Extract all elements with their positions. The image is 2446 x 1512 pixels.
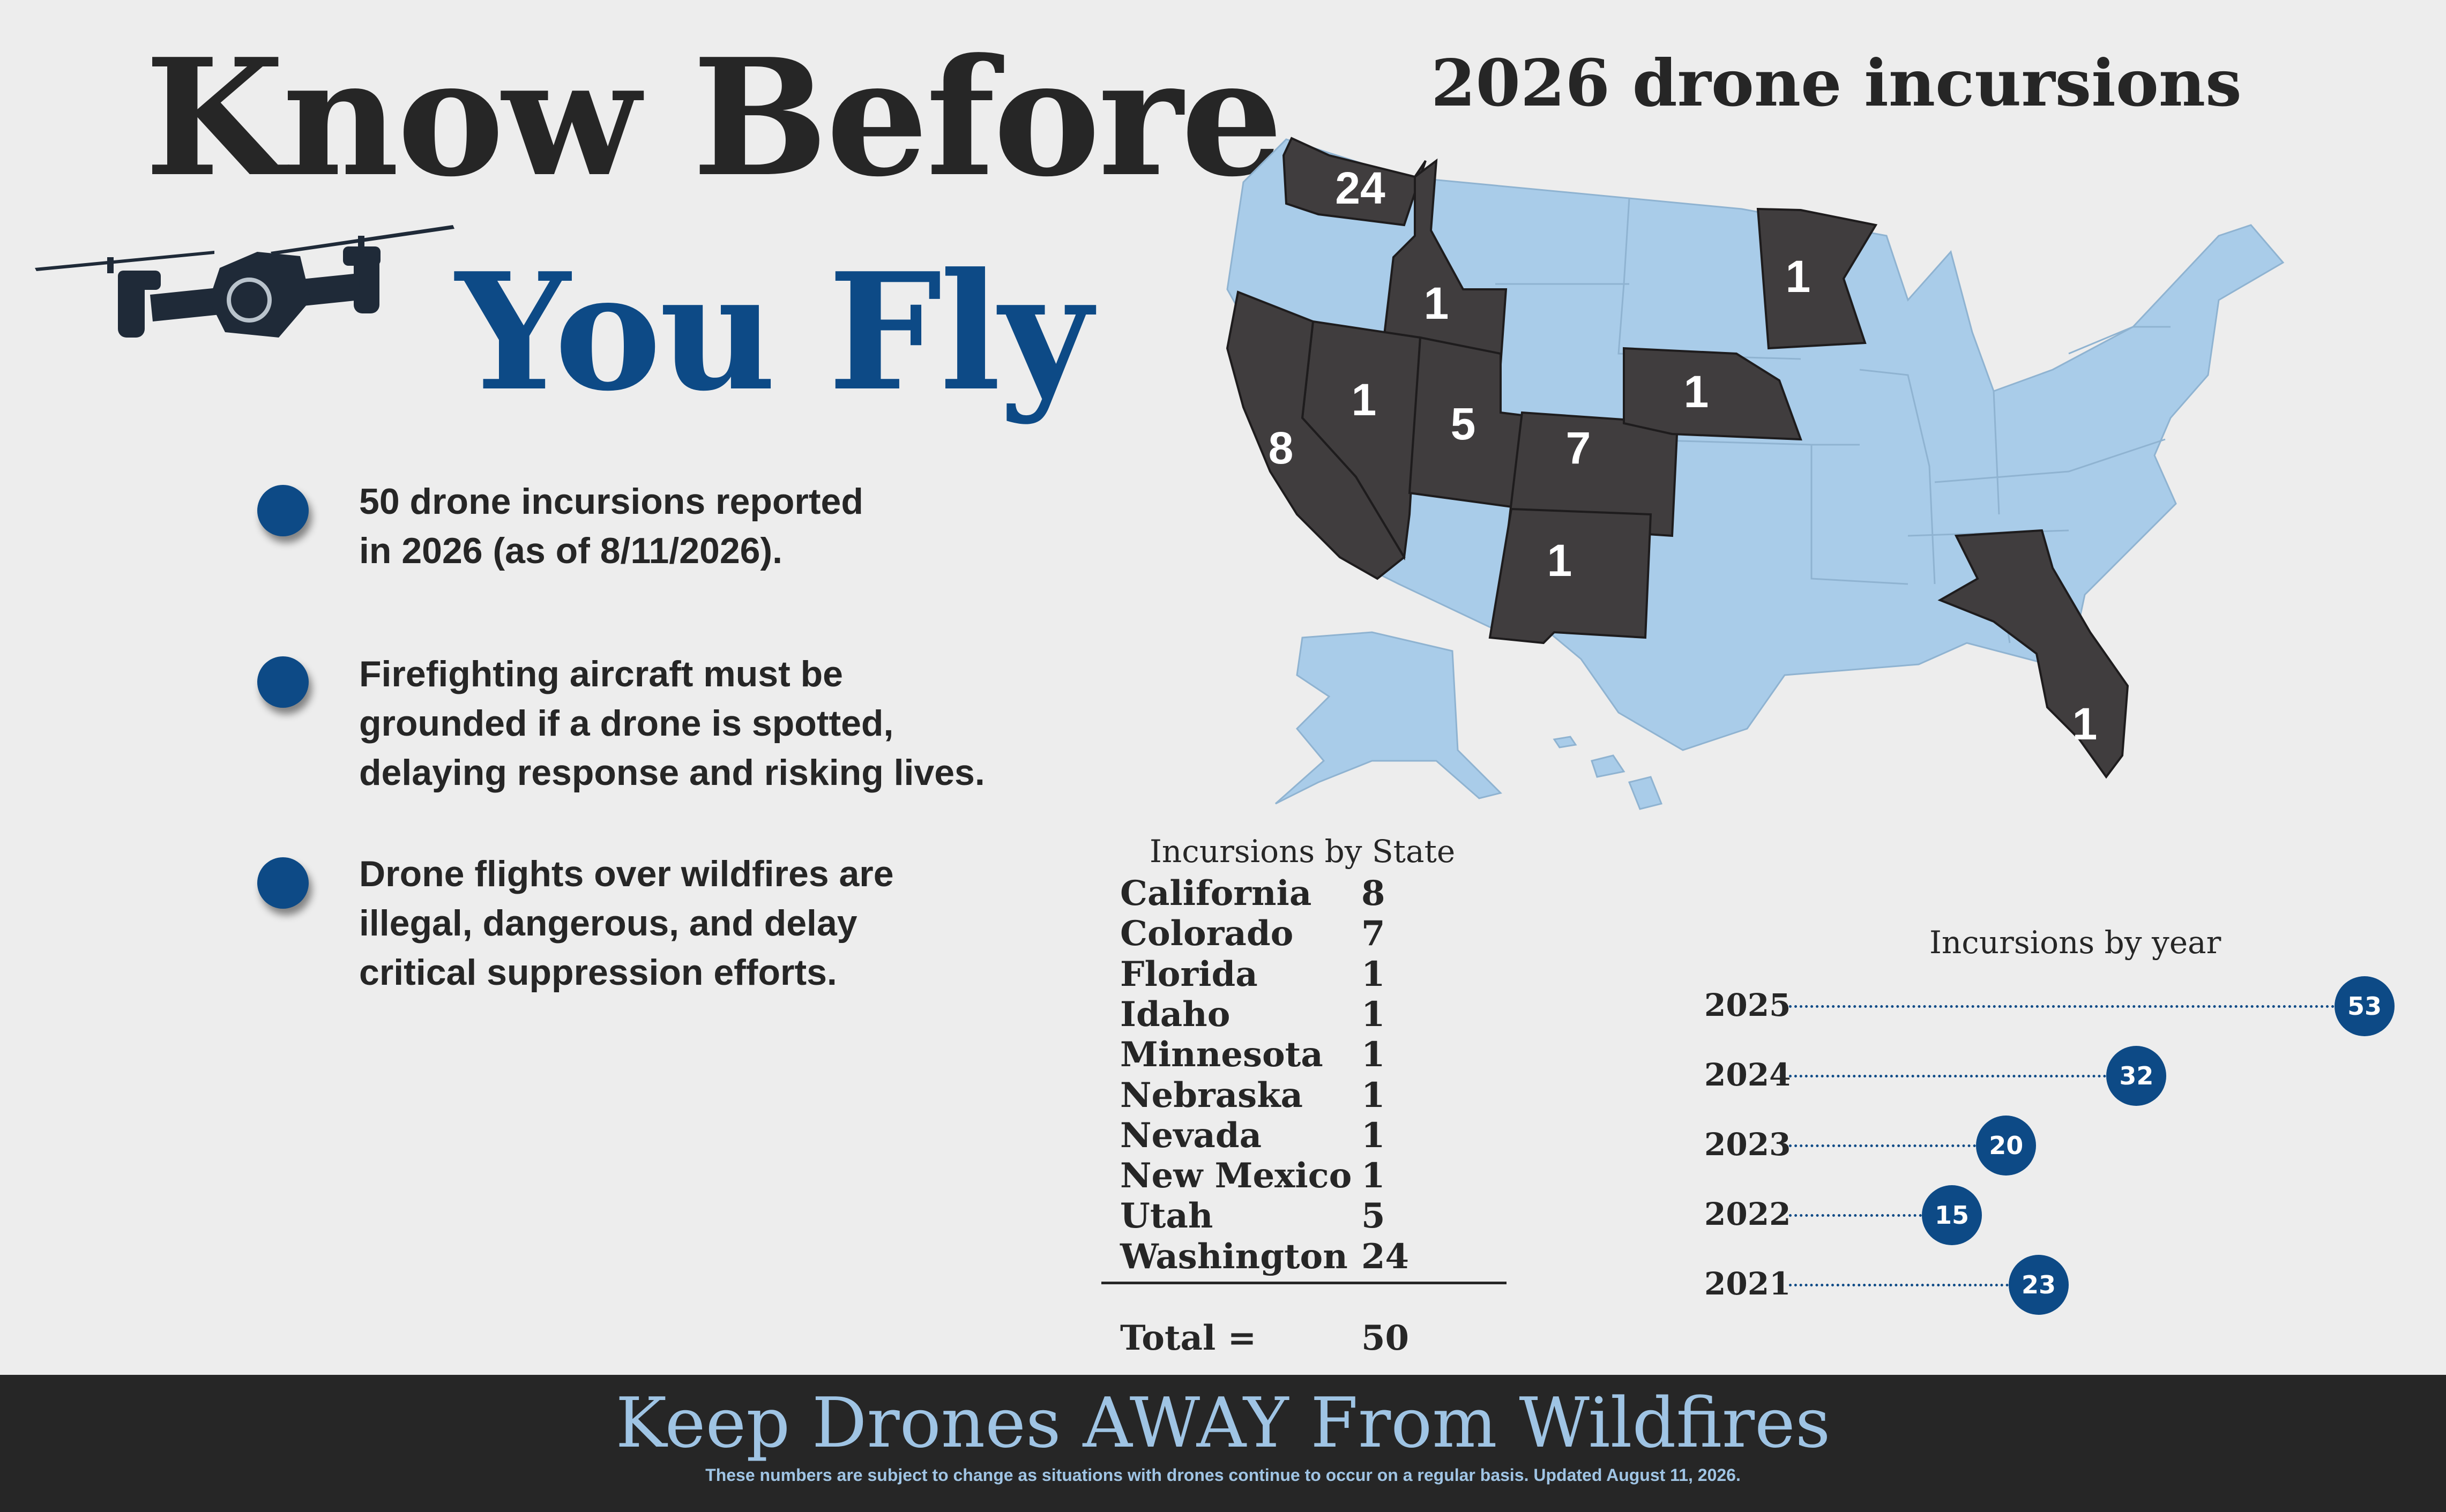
footer-bar (0, 1375, 2446, 1512)
bullet-dot (257, 656, 309, 708)
state-name: Utah (1120, 1196, 1213, 1237)
state-minnesota (1756, 207, 1878, 350)
us-map: 24 1 1 1 5 7 1 8 1 1 (1226, 137, 2285, 810)
state-washington (1282, 137, 1427, 227)
map-label-utah: 5 (1451, 399, 1476, 449)
headline-know-before: Know Before (145, 23, 1283, 212)
state-florida (1937, 529, 2129, 779)
year-chart-title: Incursions by year (1929, 924, 2221, 961)
drone-icon (35, 225, 454, 338)
state-name: Florida (1120, 954, 1258, 994)
year-bar-line (1789, 1214, 1922, 1217)
year-value-dot: 20 (1976, 1116, 2037, 1176)
state-table-title: Incursions by State (1150, 833, 1456, 870)
state-name: Nevada (1120, 1115, 1262, 1156)
state-count: 1 (1361, 954, 1385, 994)
state-count: 1 (1361, 1115, 1385, 1156)
map-label-nebraska: 1 (1684, 366, 1709, 417)
highlighted-states (1226, 137, 2129, 779)
total-value: 50 (1361, 1318, 1410, 1358)
state-name: California (1120, 873, 1312, 914)
map-label-florida: 1 (2072, 699, 2098, 749)
year-value-dot: 53 (2335, 976, 2395, 1036)
footer-slogan: Keep Drones AWAY From Wildfires (615, 1383, 1831, 1463)
year-label: 2024 (1704, 1057, 1791, 1093)
state-new-mexico (1488, 507, 1652, 645)
total-label: Total = (1120, 1318, 1257, 1358)
state-name: New Mexico (1120, 1156, 1352, 1196)
year-bar-line (1789, 1144, 1977, 1147)
footer-disclaimer: These numbers are subject to change as s… (705, 1465, 1741, 1485)
state-nebraska (1623, 347, 1802, 441)
year-bar-line (1789, 1075, 2107, 1077)
map-label-idaho: 1 (1424, 278, 1449, 328)
map-title: 2026 drone incursions (1431, 46, 2242, 121)
state-count: 1 (1361, 1035, 1385, 1075)
state-name: Colorado (1120, 914, 1294, 954)
year-label: 2025 (1704, 987, 1791, 1023)
state-name: Idaho (1120, 994, 1231, 1035)
map-label-nevada: 1 (1352, 375, 1377, 425)
year-bar-line (1789, 1284, 2009, 1286)
bullet-text: 50 drone incursions reported in 2026 (as… (359, 481, 863, 571)
year-label: 2021 (1704, 1266, 1791, 1302)
year-value-dot: 32 (2106, 1046, 2167, 1106)
map-label-california: 8 (1269, 423, 1294, 473)
state-count: 7 (1361, 914, 1385, 954)
year-label: 2023 (1704, 1126, 1791, 1163)
state-count: 5 (1361, 1196, 1385, 1237)
bullet-dot (257, 857, 309, 909)
state-count: 1 (1361, 994, 1385, 1035)
year-value-dot: 15 (1921, 1185, 1982, 1245)
map-label-minnesota: 1 (1786, 251, 1811, 302)
table-divider (1101, 1282, 1507, 1284)
bullet-text: Drone flights over wildfires are illegal… (359, 854, 894, 993)
state-california (1226, 290, 1406, 580)
map-label-colorado: 7 (1566, 423, 1591, 473)
state-name: Nebraska (1120, 1075, 1303, 1116)
state-name: Washington (1120, 1236, 1348, 1277)
state-count: 8 (1361, 873, 1385, 914)
state-count: 1 (1361, 1156, 1385, 1196)
year-value-dot: 23 (2009, 1255, 2069, 1315)
headline-you-fly: You Fly (456, 237, 1092, 426)
state-idaho (1381, 158, 1508, 366)
bullet-dot (257, 485, 309, 536)
state-count: 1 (1361, 1075, 1385, 1116)
year-label: 2022 (1704, 1196, 1791, 1232)
map-label-washington: 24 (1335, 163, 1385, 213)
map-label-new-mexico: 1 (1547, 535, 1572, 586)
state-name: Minnesota (1120, 1035, 1323, 1075)
year-bar-line (1789, 1005, 2335, 1008)
state-count: 24 (1361, 1236, 1410, 1277)
bullet-text: Firefighting aircraft must be grounded i… (359, 654, 985, 793)
